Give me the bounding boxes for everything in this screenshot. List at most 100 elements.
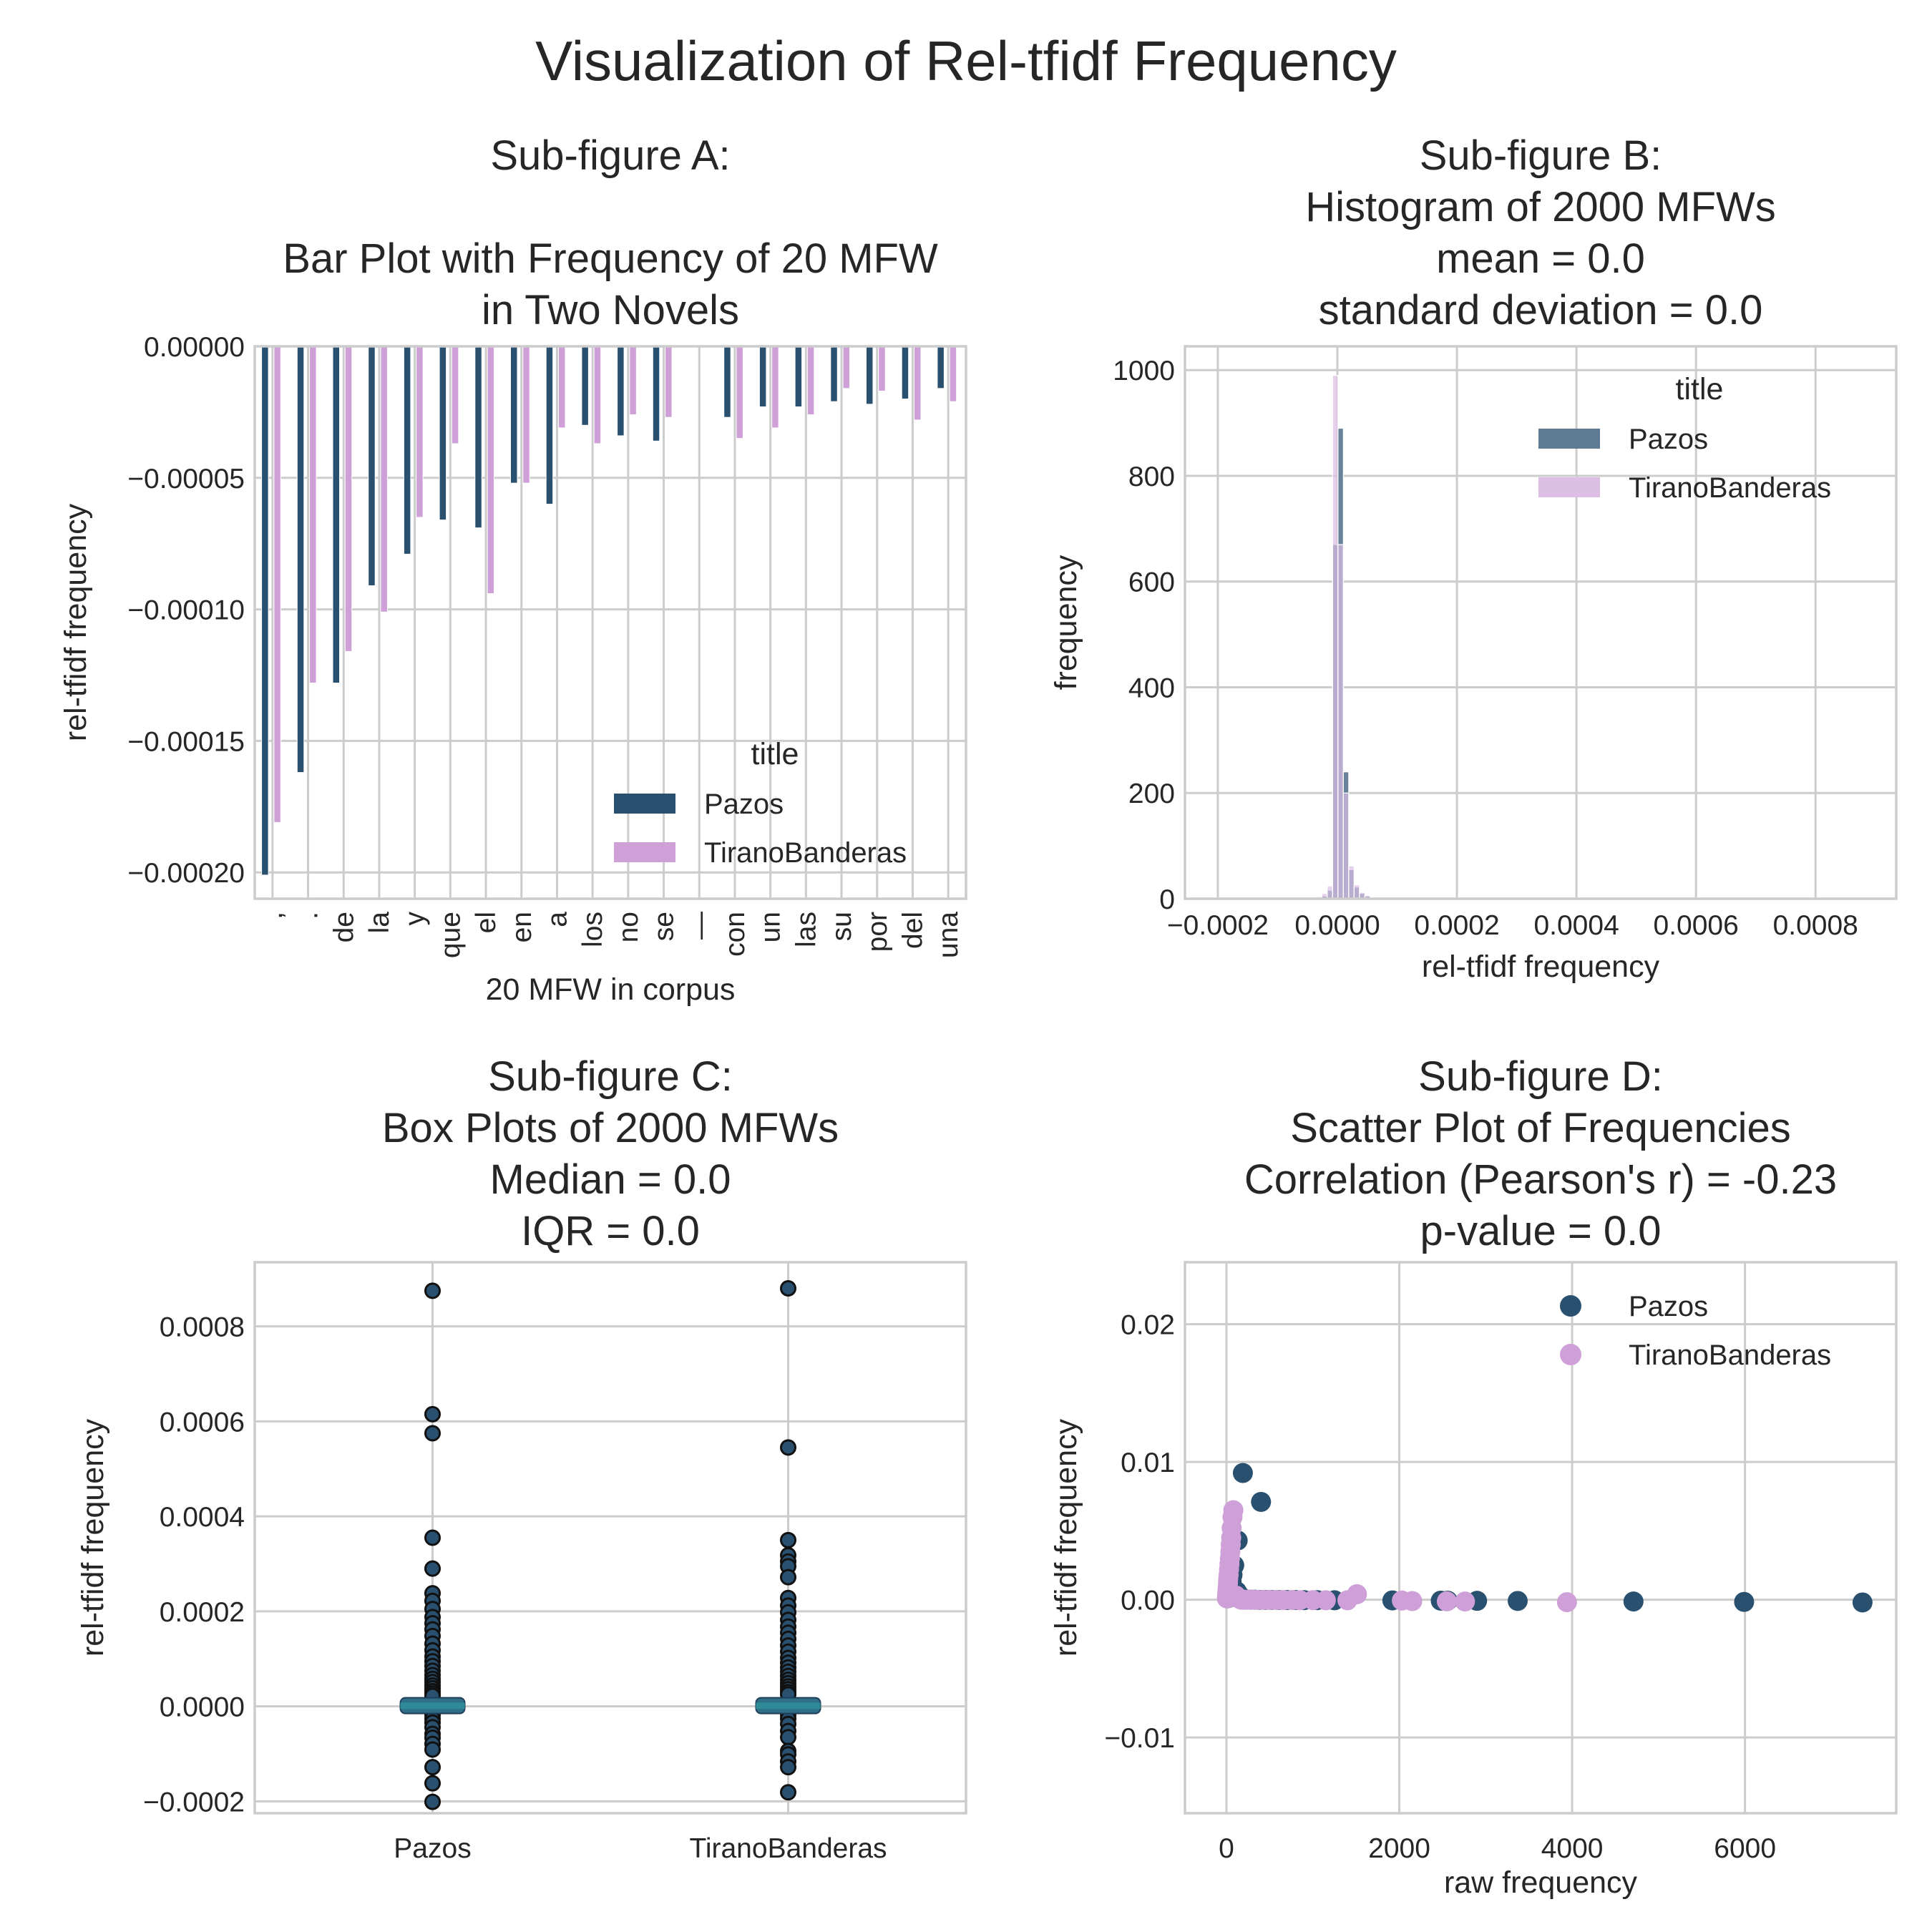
subplot-title-line: Bar Plot with Frequency of 20 MFW	[283, 235, 938, 282]
bar-pazos	[723, 346, 731, 418]
bar-pazos	[368, 346, 376, 587]
x-tick-label: una	[933, 912, 964, 958]
y-tick-label: 0	[1159, 884, 1175, 915]
x-tick-label: los	[577, 912, 608, 947]
scatter-point-pazos	[1507, 1591, 1528, 1611]
scatter-point-tiranobanderas	[1556, 1592, 1577, 1613]
box-outlier	[780, 1568, 796, 1586]
y-tick-label: 1000	[1113, 356, 1175, 386]
bar-pazos	[510, 346, 518, 484]
x-tick-label: que	[435, 912, 466, 958]
bar-tiranobanderas	[557, 346, 566, 429]
bar-tiranobanderas	[736, 346, 743, 439]
x-tick-label: del	[897, 912, 928, 949]
scatter-point-pazos	[1623, 1591, 1644, 1612]
box-outlier	[780, 1531, 796, 1548]
legend-label: TiranoBanderas	[1629, 1340, 1831, 1371]
x-tick-label: no	[613, 912, 644, 942]
bar-tiranobanderas	[629, 346, 637, 416]
x-tick-label: en	[507, 912, 537, 942]
legend-label: TiranoBanderas	[704, 837, 907, 869]
legend-label: Pazos	[704, 789, 784, 820]
bar-tiranobanderas	[949, 346, 957, 402]
x-tick-label: por	[862, 912, 893, 952]
y-tick-label: 0.02	[1121, 1310, 1175, 1341]
y-tick-label: 0.01	[1121, 1448, 1175, 1478]
subplot-title-line: p-value = 0.0	[1420, 1208, 1662, 1254]
bar-tiranobanderas	[771, 346, 779, 429]
x-tick-label: se	[649, 912, 680, 941]
bar-pazos	[794, 346, 803, 408]
y-axis-label: rel-tfidf frequency	[1049, 1418, 1083, 1657]
box-tiranobanderas	[755, 1280, 821, 1801]
y-tick-label: 200	[1128, 779, 1175, 809]
box-outlier	[424, 1282, 441, 1299]
legend: title Pazos TiranoBanderas	[614, 737, 907, 869]
y-tick-label: −0.00010	[127, 595, 245, 626]
y-tick-label: 0.0006	[160, 1407, 245, 1438]
box-outlier	[424, 1793, 441, 1810]
subplot-title-line: Sub-figure B:	[1420, 132, 1662, 179]
x-tick-label: 0	[1219, 1833, 1234, 1864]
box-outlier	[424, 1405, 441, 1423]
bar-pazos	[474, 346, 482, 529]
figure-title: Visualization of Rel-tfidf Frequency	[535, 29, 1397, 92]
x-tick-label: 0.0004	[1533, 910, 1619, 941]
subplot-a-bar-chart: Sub-figure A: Bar Plot with Frequency of …	[59, 132, 967, 1007]
bar-pazos	[652, 346, 660, 441]
bar-pazos	[901, 346, 909, 400]
y-tick-label: 0.00000	[144, 332, 245, 363]
x-tick-label: de	[328, 912, 359, 942]
x-tick-label: 4000	[1541, 1833, 1604, 1864]
x-tick-label: Pazos	[394, 1833, 471, 1864]
x-tick-label: con	[720, 912, 751, 957]
plot-frame	[253, 345, 967, 900]
x-tick-label: 2000	[1368, 1833, 1430, 1864]
bar-tiranobanderas	[344, 346, 353, 652]
y-tick-label: 0.0000	[160, 1692, 245, 1723]
bar-tiranobanderas	[842, 346, 851, 389]
y-tick-label: 0.00	[1121, 1586, 1175, 1616]
subplot-title-line: Histogram of 2000 MFWs	[1305, 184, 1776, 230]
legend-label: Pazos	[1629, 424, 1708, 455]
y-axis-label: rel-tfidf frequency	[76, 1418, 110, 1657]
bar-pazos	[581, 346, 589, 426]
hist-bar-tiranobanderas	[1327, 885, 1333, 899]
subplot-title-line: Median = 0.0	[490, 1156, 731, 1203]
y-tick-label: 800	[1128, 462, 1175, 492]
subplot-title-line: Correlation (Pearson's r) = -0.23	[1244, 1156, 1837, 1203]
bar-tiranobanderas	[273, 346, 281, 823]
legend-label: TiranoBanderas	[1629, 472, 1831, 504]
x-tick-label: 0.0006	[1654, 910, 1739, 941]
subplot-d-scatter-plot: Sub-figure D: Scatter Plot of Frequencies…	[1049, 1053, 1898, 1900]
x-tick-label: 0.0002	[1414, 910, 1499, 941]
bar-pazos	[830, 346, 838, 402]
bar-pazos	[403, 346, 411, 555]
subplot-c-box-plot: Sub-figure C: Box Plots of 2000 MFWs Media…	[76, 1053, 967, 1864]
subplot-title-line: standard deviation = 0.0	[1319, 287, 1763, 333]
subplot-title-line: Box Plots of 2000 MFWs	[382, 1105, 839, 1151]
y-tick-label: 400	[1128, 673, 1175, 703]
x-axis-label: rel-tfidf frequency	[1422, 950, 1660, 984]
bar-pazos	[332, 346, 340, 684]
x-tick-label: a	[542, 912, 572, 927]
bar-pazos	[296, 346, 305, 774]
scatter-point-tiranobanderas	[1436, 1591, 1457, 1611]
hist-bar-tiranobanderas	[1342, 792, 1350, 899]
y-tick-label: −0.00005	[127, 464, 245, 494]
scatter-point-pazos	[1734, 1591, 1755, 1612]
x-tick-label: el	[471, 912, 502, 933]
box-outlier	[780, 1784, 796, 1801]
x-tick-label: 0.0000	[1294, 910, 1380, 941]
scatter-point-pazos	[1251, 1491, 1272, 1512]
plot-frame	[1184, 1261, 1898, 1815]
bar-tiranobanderas	[487, 346, 495, 595]
x-tick-label: 6000	[1714, 1833, 1776, 1864]
bar-pazos	[439, 346, 447, 521]
y-axis-label: frequency	[1049, 555, 1083, 690]
scatter-point-tiranobanderas	[1337, 1590, 1358, 1611]
x-tick-label: .	[293, 912, 324, 919]
y-tick-label: −0.00020	[127, 858, 245, 889]
bar-pazos	[758, 346, 767, 408]
